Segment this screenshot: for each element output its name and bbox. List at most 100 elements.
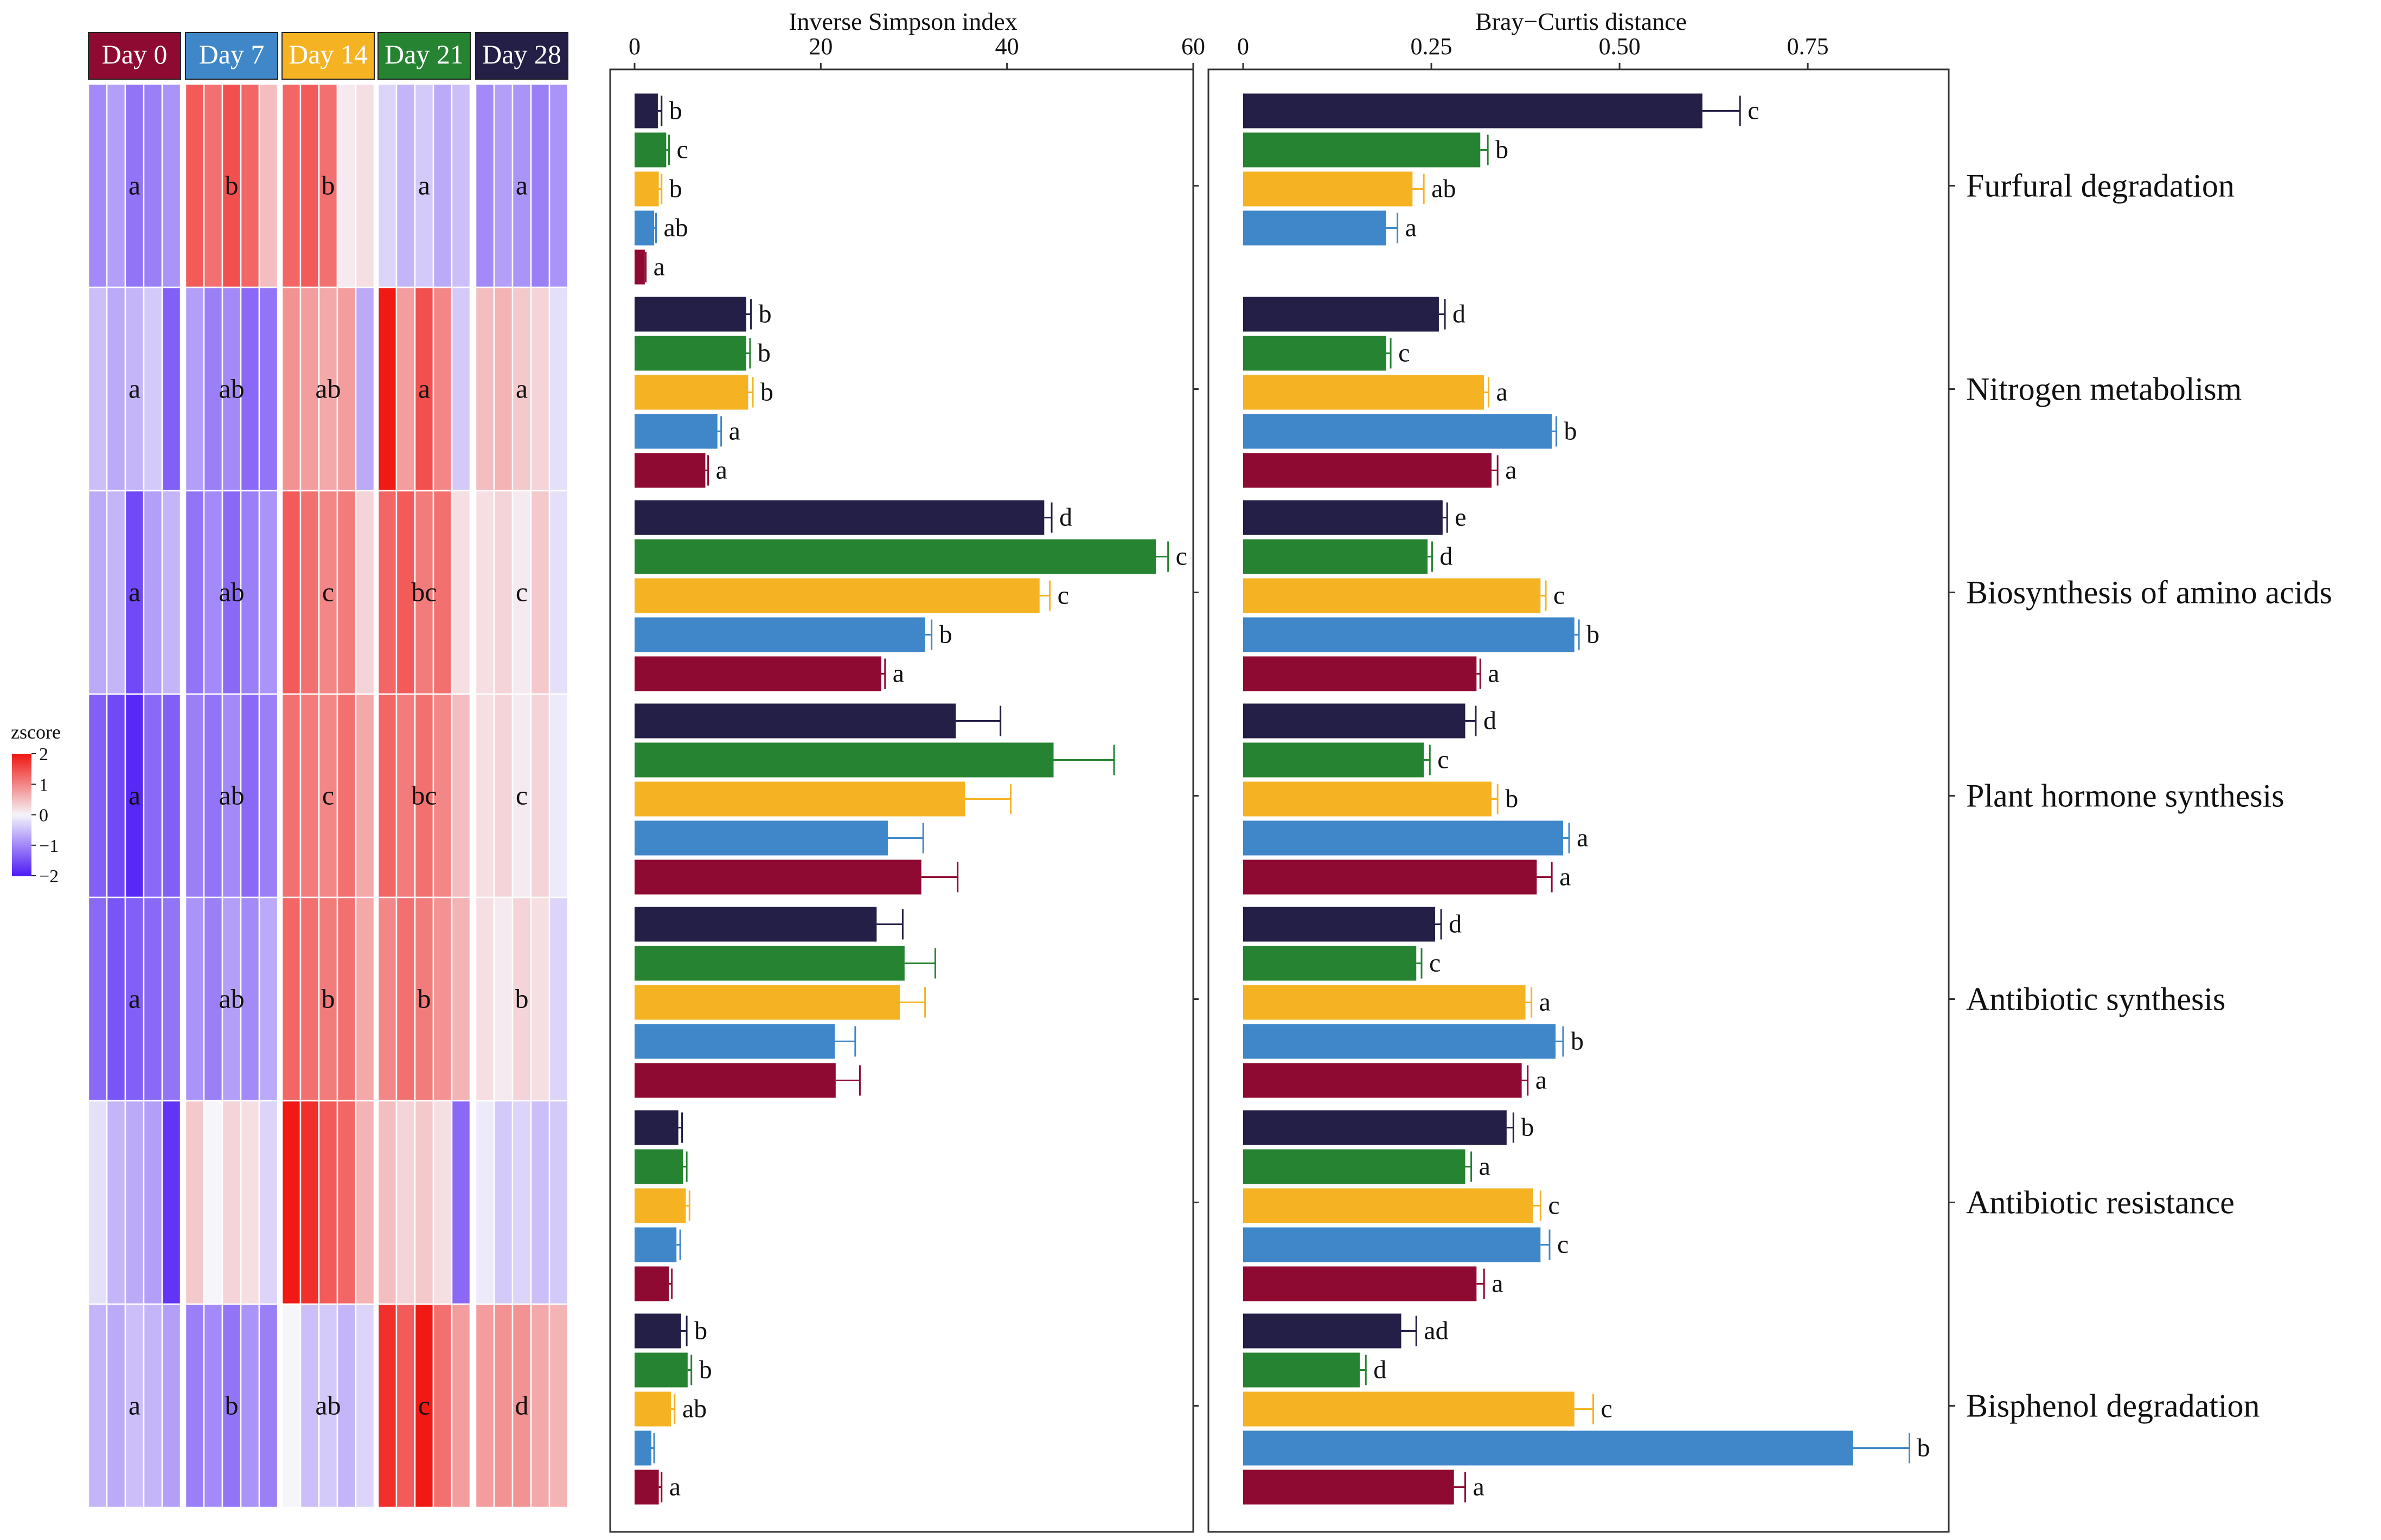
significance-letter: a xyxy=(1405,214,1417,242)
bar xyxy=(1243,375,1484,410)
legend-gradient-step xyxy=(12,825,31,827)
bar xyxy=(1243,93,1702,129)
heatmap-cell xyxy=(258,896,279,1102)
heatmap-cell xyxy=(548,1303,569,1509)
heatmap-cell xyxy=(395,83,416,288)
bar xyxy=(1243,907,1435,942)
heatmap-cell xyxy=(87,693,108,899)
legend-gradient-step xyxy=(12,778,31,781)
heatmap-cell xyxy=(240,1303,260,1509)
heatmap-letter: bc xyxy=(411,780,437,811)
heatmap-cell xyxy=(355,286,375,492)
bar xyxy=(1243,617,1574,652)
significance-letter: ab xyxy=(663,214,688,242)
legend-gradient-step xyxy=(12,863,31,867)
bar xyxy=(635,1352,688,1388)
bar xyxy=(1243,453,1492,488)
heatmap-letter: a xyxy=(516,374,528,404)
legend-gradient-step xyxy=(12,772,31,775)
heatmap-cell xyxy=(511,286,532,492)
pathway-label: Nitrogen metabolism xyxy=(1966,371,2242,407)
x-tick-label: 40 xyxy=(995,33,1019,60)
heatmap-letter: a xyxy=(516,170,528,201)
heatmap-cell xyxy=(203,490,223,695)
heatmap-cell xyxy=(395,1100,416,1305)
heatmap-cell xyxy=(377,693,398,899)
day-header-box xyxy=(475,32,568,80)
bar xyxy=(635,453,706,488)
legend-gradient-step xyxy=(12,766,31,769)
heatmap-letter: c xyxy=(516,780,528,811)
significance-letter: b xyxy=(1917,1434,1930,1462)
significance-letter: c xyxy=(1557,1230,1569,1259)
heatmap-cell xyxy=(548,1100,569,1305)
legend-gradient-step xyxy=(12,754,31,756)
heatmap-cell xyxy=(184,490,205,695)
legend-gradient-step xyxy=(12,784,31,787)
heatmap-cell xyxy=(124,1303,145,1509)
heatmap-cell xyxy=(258,286,279,492)
legend-tick-label: 2 xyxy=(39,745,48,765)
heatmap-cell xyxy=(281,83,302,288)
bar xyxy=(635,742,1054,778)
chart-title: Bray−Curtis distance xyxy=(1475,8,1687,35)
heatmap-cell xyxy=(377,1303,398,1509)
heatmap-letter: a xyxy=(129,170,140,201)
significance-letter: a xyxy=(1505,456,1516,485)
legend-gradient-step xyxy=(12,837,31,840)
heatmap-cell xyxy=(258,83,279,288)
heatmap-cell xyxy=(143,896,163,1102)
heatmap-letter: b xyxy=(322,170,335,201)
heatmap-letter: a xyxy=(418,374,430,404)
heatmap-cell xyxy=(377,286,398,492)
heatmap-cell xyxy=(395,896,416,1102)
heatmap-cell xyxy=(299,896,320,1102)
heatmap-cell xyxy=(355,83,375,288)
legend-gradient-step xyxy=(12,809,31,811)
bar xyxy=(1243,1149,1465,1184)
heatmap-cell xyxy=(548,286,569,492)
bar xyxy=(635,414,718,449)
heatmap-cell xyxy=(203,286,223,492)
heatmap-cell xyxy=(87,490,108,695)
heatmap-letter: b xyxy=(225,1390,239,1421)
pathway-label: Bisphenol degradation xyxy=(1966,1388,2260,1424)
day-header-label: Day 7 xyxy=(199,39,265,69)
bar xyxy=(1243,414,1552,449)
legend-gradient-step xyxy=(12,782,31,785)
bar xyxy=(1243,985,1526,1020)
legend-gradient-step xyxy=(12,774,31,777)
significance-letter: a xyxy=(1488,659,1499,688)
bar xyxy=(1243,132,1481,168)
heatmap-cell xyxy=(395,286,416,492)
heatmap-cell xyxy=(106,83,126,288)
legend-gradient-step xyxy=(12,835,31,838)
bar xyxy=(1243,1313,1401,1349)
bar xyxy=(635,336,746,371)
significance-letter: b xyxy=(939,620,952,649)
legend-gradient-step xyxy=(12,865,31,868)
bar xyxy=(635,210,655,246)
significance-letter: d xyxy=(1373,1356,1386,1384)
heatmap-cell xyxy=(475,896,495,1102)
heatmap-cell xyxy=(432,286,453,492)
heatmap-cell xyxy=(281,1100,302,1305)
legend-gradient-step xyxy=(12,798,31,801)
heatmap-cell xyxy=(106,490,126,695)
day-header-box xyxy=(281,32,375,80)
day-header-label: Day 28 xyxy=(482,39,561,69)
heatmap-letter: b xyxy=(322,984,335,1014)
significance-letter: b xyxy=(760,378,773,407)
heatmap-cell xyxy=(414,1100,434,1305)
heatmap-cell xyxy=(143,490,163,695)
chart-title: Inverse Simpson index xyxy=(789,8,1017,35)
bar xyxy=(635,703,956,739)
heatmap-cell xyxy=(336,83,357,288)
legend-gradient-step xyxy=(12,823,31,826)
heatmap-cell xyxy=(475,1303,495,1509)
heatmap-letter: c xyxy=(516,577,528,607)
heatmap-cell xyxy=(451,1303,471,1509)
x-tick-label: 60 xyxy=(1181,33,1205,60)
significance-letter: c xyxy=(1429,949,1441,978)
